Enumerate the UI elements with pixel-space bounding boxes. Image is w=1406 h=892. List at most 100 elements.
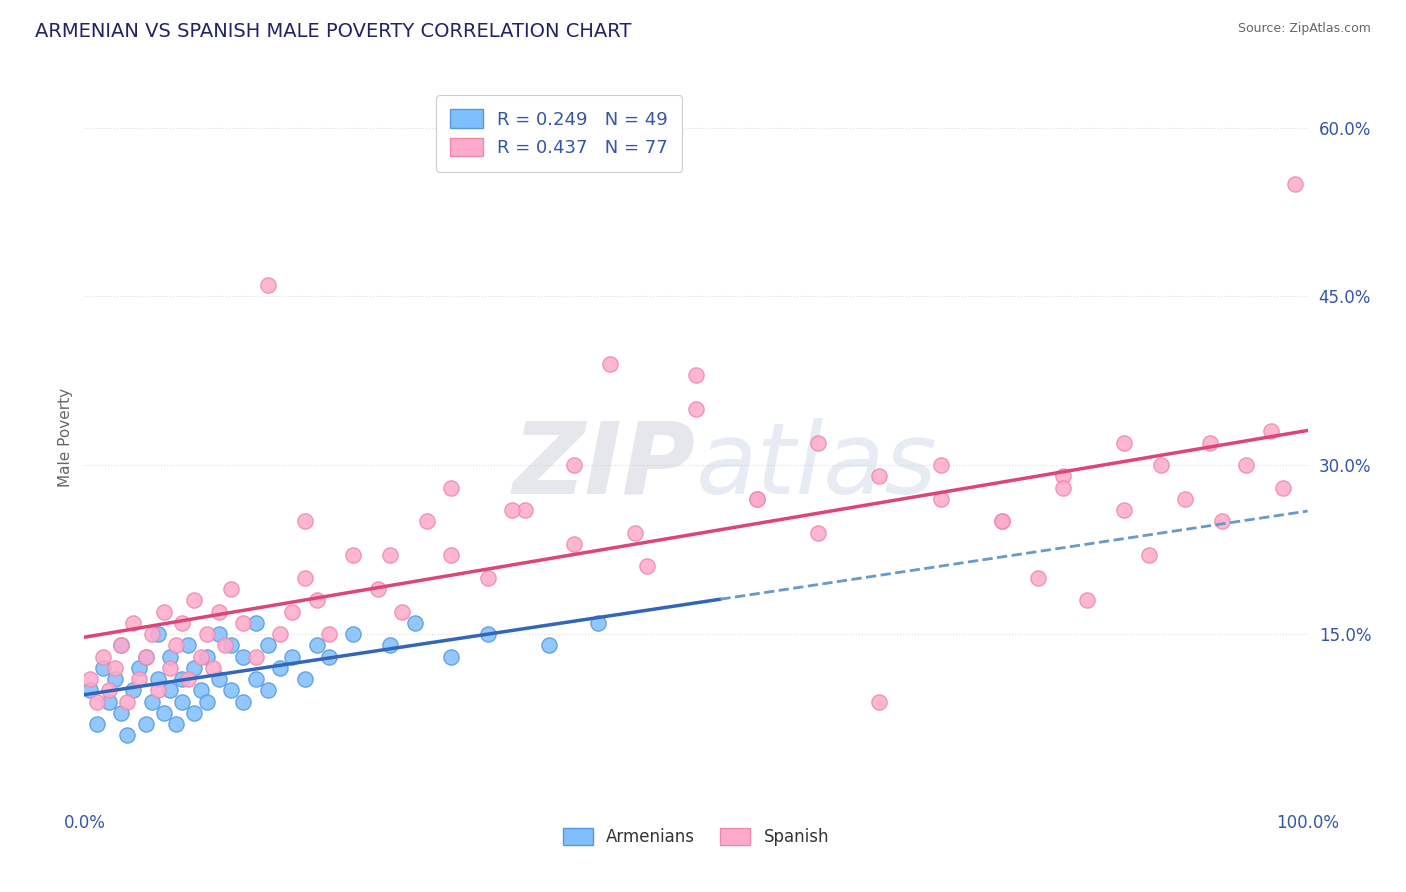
Text: atlas: atlas <box>696 417 938 515</box>
Point <box>146 627 169 641</box>
Point <box>122 683 145 698</box>
Point <box>269 661 291 675</box>
Point <box>624 525 647 540</box>
Point <box>281 605 304 619</box>
Point <box>91 661 114 675</box>
Point <box>183 706 205 720</box>
Point <box>991 515 1014 529</box>
Point <box>208 672 231 686</box>
Point <box>416 515 439 529</box>
Point <box>1236 458 1258 473</box>
Point <box>159 661 181 675</box>
Point <box>195 694 218 708</box>
Point <box>153 605 176 619</box>
Text: ZIP: ZIP <box>513 417 696 515</box>
Point <box>305 593 328 607</box>
Point <box>747 491 769 506</box>
Point <box>232 615 254 630</box>
Point <box>929 458 952 473</box>
Point <box>115 728 138 742</box>
Point <box>128 672 150 686</box>
Point <box>104 661 127 675</box>
Point <box>599 357 621 371</box>
Point <box>141 694 163 708</box>
Point <box>97 683 120 698</box>
Text: ARMENIAN VS SPANISH MALE POVERTY CORRELATION CHART: ARMENIAN VS SPANISH MALE POVERTY CORRELA… <box>35 22 631 41</box>
Point <box>146 672 169 686</box>
Point <box>110 706 132 720</box>
Point <box>380 548 402 562</box>
Point <box>232 694 254 708</box>
Point <box>1052 481 1074 495</box>
Point <box>1260 425 1282 439</box>
Point <box>1137 548 1160 562</box>
Legend: Armenians, Spanish: Armenians, Spanish <box>557 822 835 853</box>
Point <box>747 491 769 506</box>
Point <box>440 649 463 664</box>
Point <box>208 627 231 641</box>
Point <box>257 683 280 698</box>
Point <box>172 615 194 630</box>
Point <box>214 638 236 652</box>
Point <box>115 694 138 708</box>
Point <box>1174 491 1197 506</box>
Point <box>1114 503 1136 517</box>
Point <box>110 638 132 652</box>
Point <box>305 638 328 652</box>
Point <box>195 627 218 641</box>
Point <box>685 401 707 416</box>
Point <box>477 627 499 641</box>
Point <box>685 368 707 383</box>
Point <box>86 694 108 708</box>
Point <box>146 683 169 698</box>
Point <box>1028 571 1050 585</box>
Point <box>177 672 200 686</box>
Y-axis label: Male Poverty: Male Poverty <box>58 387 73 487</box>
Point <box>318 649 340 664</box>
Point <box>257 638 280 652</box>
Point <box>135 717 157 731</box>
Point <box>183 593 205 607</box>
Point <box>1272 481 1295 495</box>
Point <box>869 694 891 708</box>
Point <box>201 661 224 675</box>
Point <box>1052 469 1074 483</box>
Point <box>477 571 499 585</box>
Point <box>342 548 364 562</box>
Point <box>281 649 304 664</box>
Point <box>104 672 127 686</box>
Point <box>269 627 291 641</box>
Point <box>342 627 364 641</box>
Point <box>562 458 585 473</box>
Point <box>991 515 1014 529</box>
Point <box>165 717 187 731</box>
Point <box>404 615 426 630</box>
Point <box>1198 435 1220 450</box>
Point <box>190 649 212 664</box>
Point <box>141 627 163 641</box>
Point <box>929 491 952 506</box>
Point <box>177 638 200 652</box>
Point <box>513 503 536 517</box>
Point <box>380 638 402 652</box>
Point <box>122 615 145 630</box>
Point <box>586 615 609 630</box>
Point <box>807 435 830 450</box>
Point <box>367 582 389 596</box>
Point <box>1150 458 1173 473</box>
Point <box>294 515 316 529</box>
Point <box>172 694 194 708</box>
Point <box>245 649 267 664</box>
Point <box>135 649 157 664</box>
Point <box>294 571 316 585</box>
Point <box>86 717 108 731</box>
Point <box>97 694 120 708</box>
Point <box>110 638 132 652</box>
Point <box>219 582 242 596</box>
Point <box>165 638 187 652</box>
Text: Source: ZipAtlas.com: Source: ZipAtlas.com <box>1237 22 1371 36</box>
Point <box>91 649 114 664</box>
Point <box>79 672 101 686</box>
Point <box>159 649 181 664</box>
Point <box>257 278 280 293</box>
